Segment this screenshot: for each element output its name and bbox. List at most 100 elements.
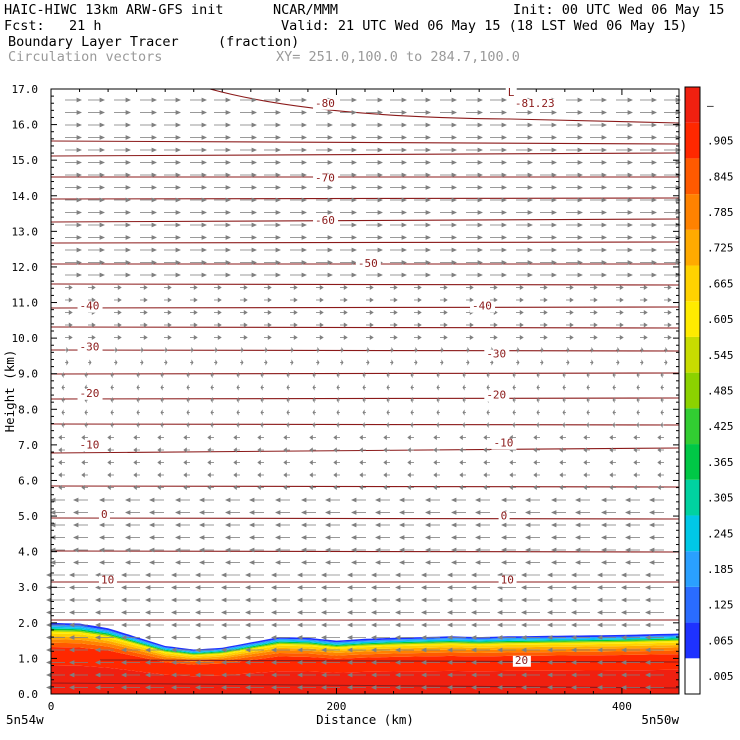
- wind-vector-head: [377, 147, 383, 153]
- wind-vector-head: [73, 547, 79, 553]
- wind-vector-head: [536, 409, 539, 416]
- wind-vector-head: [233, 447, 237, 453]
- wind-vector-head: [501, 135, 507, 140]
- wind-vector-head: [225, 147, 231, 153]
- plot-frame: [50, 88, 680, 695]
- wind-vector-head: [527, 272, 533, 278]
- colorbar-label: .185: [707, 563, 734, 576]
- wind-vector-head: [186, 396, 189, 404]
- wind-vector-head: [627, 122, 633, 128]
- wind-vector-head: [249, 560, 255, 565]
- colorbar-swatch: [685, 586, 700, 623]
- wind-vector-head: [651, 247, 657, 253]
- wind-vector-head: [451, 547, 457, 553]
- wind-vector-head: [336, 396, 339, 404]
- wind-vector-head: [501, 547, 507, 553]
- wind-vector-head: [46, 597, 52, 603]
- wind-vector-head: [375, 560, 381, 565]
- wind-vector-head: [651, 235, 657, 240]
- wind-vector-head: [675, 97, 681, 103]
- wind-vector-head: [665, 346, 668, 354]
- wind-vector-head: [501, 497, 507, 503]
- wind-vector-head: [251, 247, 257, 253]
- wind-vector-head: [69, 610, 75, 615]
- wind-vector-head: [501, 147, 507, 153]
- wind-vector-head: [627, 97, 633, 103]
- wind-vector-head: [501, 535, 507, 540]
- y-tick-label: 8.0: [18, 403, 38, 416]
- wind-vector-head: [477, 147, 483, 153]
- wind-vector-head: [225, 172, 231, 178]
- wind-vector-head: [95, 610, 101, 615]
- wind-vector-head: [375, 522, 381, 528]
- colorbar-label: .245: [707, 527, 734, 540]
- wind-vector-head: [175, 222, 181, 228]
- y-tick-label: 3.0: [18, 581, 38, 594]
- wind-vector-head: [649, 535, 655, 540]
- wind-vector-head: [436, 396, 439, 404]
- wind-vector-head: [157, 447, 161, 453]
- wind-vector-head: [527, 197, 533, 203]
- wind-vector-head: [293, 309, 298, 316]
- wind-vector-head: [451, 260, 457, 265]
- wind-vector-head: [225, 97, 231, 103]
- wind-vector-head: [73, 510, 79, 515]
- wind-vector-head: [401, 110, 407, 115]
- wind-vector-head: [125, 197, 131, 203]
- wind-vector-head: [401, 172, 407, 178]
- wind-vector-head: [167, 322, 172, 328]
- wind-vector-head: [651, 122, 657, 128]
- wind-vector-head: [451, 122, 457, 128]
- wind-vector-head: [271, 572, 277, 578]
- wind-vector-head: [217, 334, 222, 341]
- wind-vector-head: [125, 222, 131, 228]
- wind-vector-head: [46, 585, 52, 590]
- wind-vector-head: [309, 472, 313, 478]
- wind-vector-head: [425, 160, 431, 165]
- y-tick-label: 9.0: [18, 368, 38, 381]
- wind-vector-head: [447, 597, 453, 603]
- wind-vector-head: [193, 297, 198, 303]
- wind-vector-head: [99, 247, 105, 253]
- wind-vector-head: [125, 185, 131, 190]
- wind-vector-head: [577, 272, 583, 278]
- wind-vector-head: [475, 547, 481, 553]
- wind-vector-head: [471, 672, 477, 678]
- wind-vector-head: [533, 434, 537, 441]
- wind-vector-head: [301, 122, 307, 128]
- wind-vector-head: [301, 235, 307, 240]
- wind-vector-head: [351, 260, 357, 265]
- wind-vector-head: [151, 272, 157, 278]
- wind-vector-head: [371, 610, 377, 615]
- wind-vector-head: [351, 547, 357, 553]
- wind-vector-head: [251, 110, 257, 115]
- wind-vector-head: [121, 622, 127, 628]
- wind-vector-head: [417, 297, 422, 303]
- wind-vector-head: [551, 160, 557, 165]
- wind-vector-head: [251, 147, 257, 153]
- wind-vector-head: [369, 297, 374, 303]
- wind-vector-head: [46, 672, 52, 678]
- wind-vector-head: [401, 247, 407, 253]
- wind-vector-head: [617, 346, 620, 354]
- colorbar-swatch: [685, 479, 700, 516]
- wind-vector-head: [501, 160, 507, 165]
- wind-vector-head: [225, 247, 231, 253]
- wind-vector-head: [645, 597, 651, 603]
- wind-vector-head: [509, 484, 513, 491]
- wind-vector-head: [667, 297, 672, 303]
- wind-vector-head: [343, 284, 348, 291]
- wind-vector-head: [562, 396, 565, 404]
- wind-vector-head: [362, 371, 365, 379]
- wind-vector-head: [69, 572, 75, 578]
- wind-vector-head: [193, 334, 198, 341]
- wind-vector-head: [145, 622, 151, 628]
- wind-vector-head: [175, 147, 181, 153]
- wind-vector-head: [95, 672, 101, 678]
- wind-vector-head: [125, 260, 131, 265]
- wind-vector-head: [645, 610, 651, 615]
- wind-vector-head: [451, 272, 457, 278]
- wind-vector-head: [99, 260, 105, 265]
- wind-vector-head: [586, 396, 589, 404]
- isotherm-contour-18: [50, 517, 680, 520]
